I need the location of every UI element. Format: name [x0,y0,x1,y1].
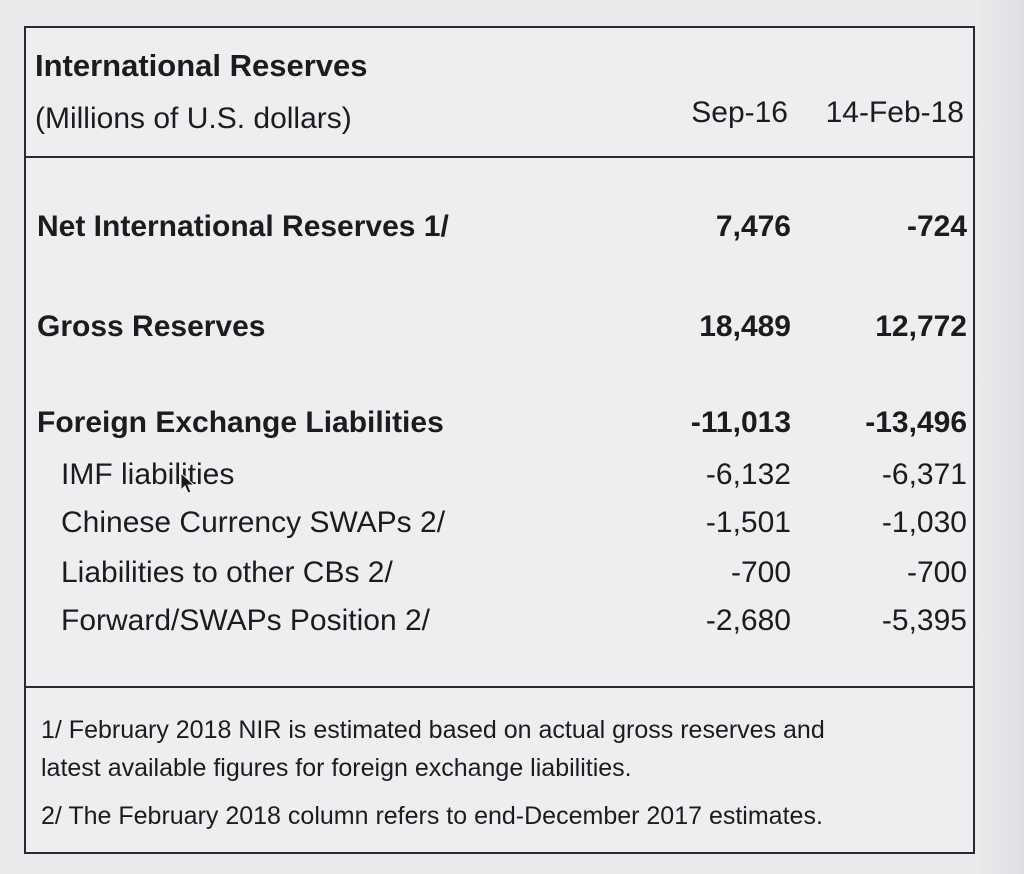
table-subtitle: (Millions of U.S. dollars) [35,102,352,135]
footnotes: 1/ February 2018 NIR is estimated based … [26,686,973,830]
row-value-14-feb-18: -6,371 [881,458,967,491]
table-row: Liabilities to other CBs 2/ -700 -700 [26,556,973,596]
screen-edge-shading [976,0,1024,874]
row-value-14-feb-18: -5,395 [881,604,967,637]
row-value-sep-16: -700 [730,556,791,589]
row-value-sep-16: -11,013 [690,406,791,439]
table-row: Net International Reserves 1/ 7,476 -724 [26,210,973,250]
row-value-14-feb-18: -13,496 [865,406,967,439]
reserves-table: International Reserves (Millions of U.S.… [24,26,975,854]
table-row: Foreign Exchange Liabilities -11,013 -13… [26,406,973,446]
row-label: Forward/SWAPs Position 2/ [61,604,431,637]
column-header-sep-16: Sep-16 [691,96,788,129]
footnote-2: 2/ The February 2018 column refers to en… [41,802,823,830]
row-value-14-feb-18: -1,030 [881,506,967,539]
table-row: Gross Reserves 18,489 12,772 [26,310,973,350]
row-label: Foreign Exchange Liabilities [37,406,444,439]
row-label: IMF liabilities [61,458,235,491]
column-header-14-feb-18: 14-Feb-18 [825,96,964,129]
table-row: Forward/SWAPs Position 2/ -2,680 -5,395 [26,604,973,644]
row-value-sep-16: -2,680 [705,604,791,637]
mouse-pointer-icon [180,472,196,494]
row-value-sep-16: 7,476 [715,210,791,243]
row-value-14-feb-18: 12,772 [875,310,967,343]
table-row: Chinese Currency SWAPs 2/ -1,501 -1,030 [26,506,973,546]
footnote-1: 1/ February 2018 NIR is estimated based … [41,716,825,744]
row-label: Gross Reserves [37,310,266,343]
row-label: Liabilities to other CBs 2/ [61,556,393,589]
row-value-sep-16: -6,132 [705,458,791,491]
row-value-sep-16: -1,501 [705,506,791,539]
row-value-sep-16: 18,489 [699,310,791,343]
table-header: International Reserves (Millions of U.S.… [26,28,973,158]
footnote-1-continued: latest available figures for foreign exc… [41,754,632,782]
row-value-14-feb-18: -700 [906,556,967,589]
row-label: Net International Reserves 1/ [37,210,449,243]
table-title: International Reserves [35,48,368,83]
row-label: Chinese Currency SWAPs 2/ [61,506,446,539]
row-value-14-feb-18: -724 [906,210,967,243]
table-row: IMF liabilities -6,132 -6,371 [26,458,973,498]
